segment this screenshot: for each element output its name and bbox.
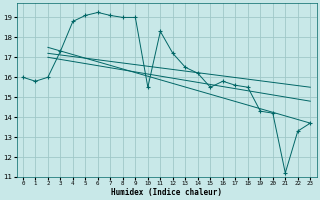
X-axis label: Humidex (Indice chaleur): Humidex (Indice chaleur)	[111, 188, 222, 197]
